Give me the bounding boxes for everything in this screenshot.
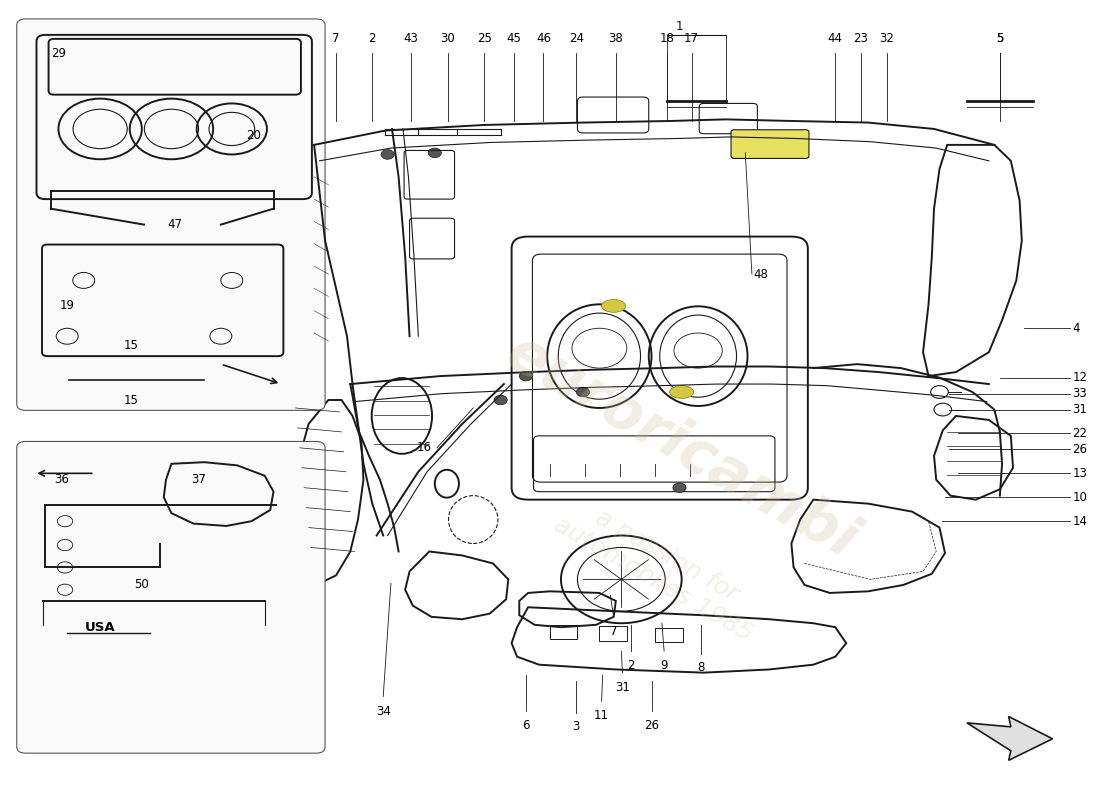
Text: 48: 48 — [754, 267, 768, 281]
Circle shape — [519, 371, 532, 381]
Text: 14: 14 — [1072, 514, 1087, 528]
Text: a passion for
automobiles 1985: a passion for automobiles 1985 — [549, 489, 770, 646]
Text: 23: 23 — [854, 32, 868, 46]
Text: 43: 43 — [404, 32, 418, 46]
Text: 6: 6 — [522, 719, 529, 732]
Text: 31: 31 — [615, 681, 630, 694]
Circle shape — [428, 148, 441, 158]
Bar — [550, 625, 578, 639]
Text: 10: 10 — [1072, 490, 1087, 504]
Text: 5: 5 — [997, 32, 1003, 46]
Text: 37: 37 — [191, 474, 207, 486]
Text: 25: 25 — [476, 32, 492, 46]
Ellipse shape — [670, 386, 694, 398]
Text: 44: 44 — [828, 32, 843, 46]
Text: USA: USA — [85, 621, 116, 634]
Text: 2: 2 — [368, 32, 376, 46]
Polygon shape — [967, 717, 1053, 760]
Text: 31: 31 — [1072, 403, 1087, 416]
Text: 9: 9 — [660, 659, 668, 672]
Text: 36: 36 — [54, 474, 69, 486]
Text: 47: 47 — [167, 218, 183, 231]
Text: 3: 3 — [573, 721, 580, 734]
Text: 12: 12 — [1072, 371, 1087, 384]
Ellipse shape — [602, 299, 626, 312]
FancyBboxPatch shape — [16, 442, 326, 753]
Text: 19: 19 — [59, 299, 75, 313]
Text: 15: 15 — [123, 339, 139, 352]
Text: 33: 33 — [1072, 387, 1087, 400]
Text: 16: 16 — [416, 442, 431, 454]
Text: 38: 38 — [608, 32, 624, 46]
Text: euroricambi: euroricambi — [496, 324, 867, 571]
Circle shape — [494, 395, 507, 405]
Text: 32: 32 — [879, 32, 894, 46]
Bar — [600, 626, 627, 641]
Text: 4: 4 — [1072, 322, 1080, 334]
Text: 34: 34 — [376, 705, 390, 718]
FancyBboxPatch shape — [732, 130, 808, 158]
Text: 8: 8 — [697, 662, 705, 674]
Text: 30: 30 — [441, 32, 455, 46]
Circle shape — [381, 150, 394, 159]
Text: 13: 13 — [1072, 467, 1087, 480]
Text: 5: 5 — [997, 32, 1003, 46]
Text: 26: 26 — [645, 719, 660, 732]
Text: 15: 15 — [123, 394, 139, 406]
Text: 24: 24 — [569, 32, 584, 46]
FancyBboxPatch shape — [16, 19, 326, 410]
Text: 17: 17 — [684, 32, 699, 46]
Text: 45: 45 — [506, 32, 521, 46]
Text: 22: 22 — [1072, 427, 1087, 440]
Text: 11: 11 — [594, 710, 609, 722]
Text: 20: 20 — [246, 129, 261, 142]
Text: 2: 2 — [627, 659, 635, 672]
Text: 29: 29 — [51, 46, 66, 60]
Text: 26: 26 — [1072, 443, 1087, 456]
Text: 46: 46 — [536, 32, 551, 46]
Text: 7: 7 — [332, 32, 340, 46]
Bar — [656, 628, 683, 642]
Text: 7: 7 — [609, 625, 617, 638]
Circle shape — [576, 387, 590, 397]
Text: 18: 18 — [660, 32, 674, 46]
Circle shape — [673, 483, 686, 493]
Text: 1: 1 — [675, 20, 683, 34]
Text: 50: 50 — [134, 578, 150, 591]
